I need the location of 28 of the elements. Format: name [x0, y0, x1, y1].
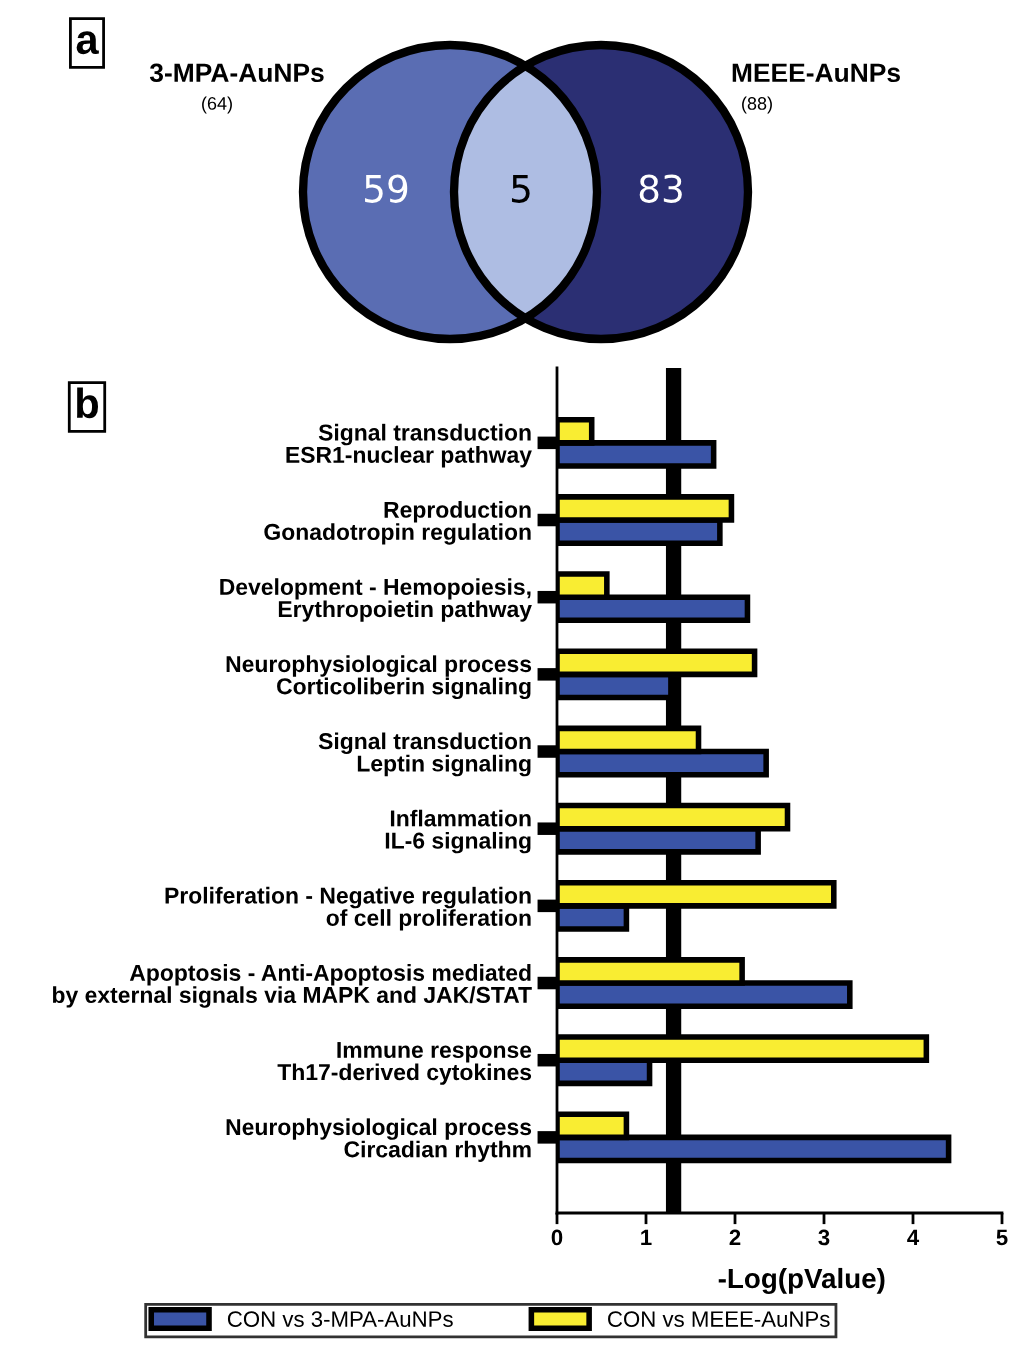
text: b — [77, 387, 99, 419]
text: (64) — [202, 96, 232, 114]
x-tick-label: 1 — [641, 1229, 652, 1246]
data-label: 59 — [365, 174, 408, 203]
legend-label: CON vs MEEE-AuNPs — [608, 1311, 830, 1327]
category-label: MEEE-AuNPs — [732, 63, 900, 83]
x-tick-label: 3 — [818, 1229, 830, 1246]
data-label: 83 — [639, 174, 682, 203]
x-axis-title: -Log(pValue) — [718, 1267, 885, 1294]
y-tick-label: Proliferation - Negative regulation of cell proliferation — [165, 886, 531, 931]
x-tick-label: 5 — [996, 1229, 1008, 1246]
text: a — [76, 31, 99, 55]
legend-label: CON vs 3-MPA-AuNPs — [227, 1311, 453, 1327]
x-tick-label: 4 — [907, 1229, 920, 1246]
y-tick-label: Development - Hemopoiesis, Erythropoietin pathway — [220, 578, 532, 622]
data-label: 5 — [511, 175, 530, 203]
y-tick-label: Signal transduction ESR1-nuclear pathway — [286, 423, 532, 468]
category-label: 3-MPA-AuNPs — [149, 63, 324, 83]
y-tick-label: Apoptosis - Anti-Apoptosis mediated by external signals via MAPK and JAK/STAT — [53, 964, 532, 1008]
y-tick-label: Neurophysiological process Corticoliberin signaling — [226, 655, 532, 700]
y-tick-label: Immune response Th17-derived cytokines — [277, 1042, 532, 1085]
y-tick-label: Inflammation IL-6 signaling — [385, 809, 531, 854]
x-tick-label: 2 — [729, 1229, 741, 1246]
y-tick-label: Signal transduction Leptin signaling — [318, 732, 531, 777]
text: (88) — [742, 96, 772, 114]
x-tick-label: 0 — [551, 1229, 563, 1246]
y-tick-label: Neurophysiological process Circadian rhythm — [226, 1118, 532, 1162]
y-tick-label: Reproduction Gonadotropin regulation — [264, 501, 531, 545]
